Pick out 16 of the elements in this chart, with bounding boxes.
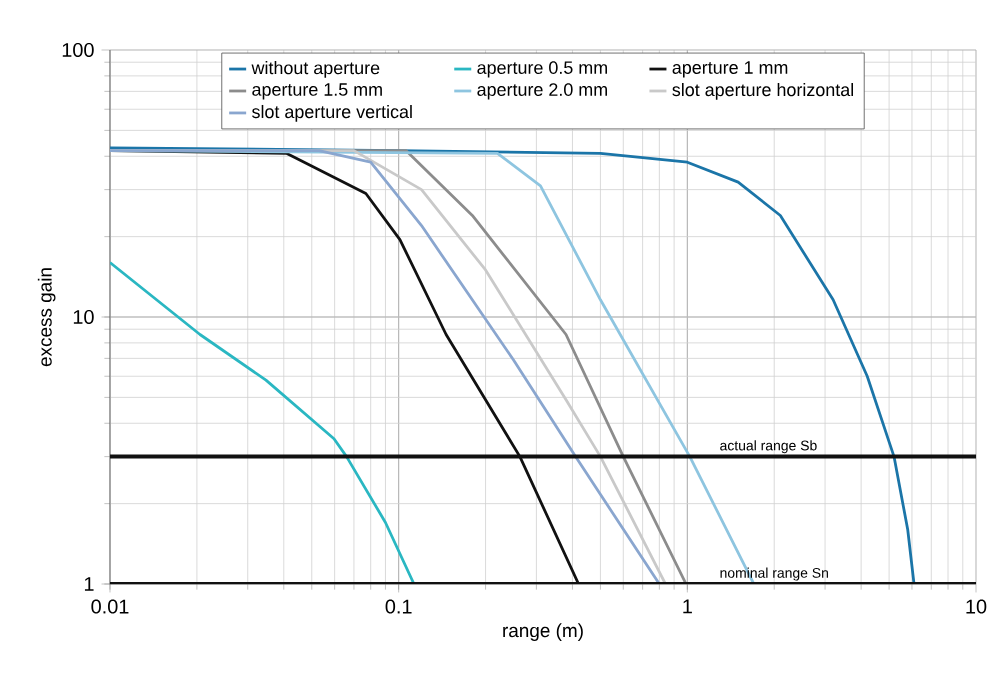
y-tick-label: 100 xyxy=(62,42,94,58)
x-tick-label: 1 xyxy=(683,599,692,614)
legend-label: aperture 0.5 mm xyxy=(477,61,607,78)
y-tick-label: 1 xyxy=(84,577,94,591)
legend-label: slot aperture vertical xyxy=(252,104,412,122)
legend-label: slot aperture horizontal xyxy=(672,83,853,100)
x-tick-label: 0.01 xyxy=(91,599,129,614)
legend-label: without aperture xyxy=(251,61,380,78)
y-axis-title: excess gain xyxy=(37,268,56,367)
legend-label: aperture 1 mm xyxy=(672,61,788,78)
x-tick-label: 0.1 xyxy=(385,599,412,614)
x-tick-label: 10 xyxy=(966,599,987,614)
legend-label: aperture 1.5 mm xyxy=(252,83,382,100)
y-tick-label: 10 xyxy=(73,309,94,325)
x-axis-title: range (m) xyxy=(503,623,583,641)
legend-label: aperture 2.0 mm xyxy=(477,83,607,100)
